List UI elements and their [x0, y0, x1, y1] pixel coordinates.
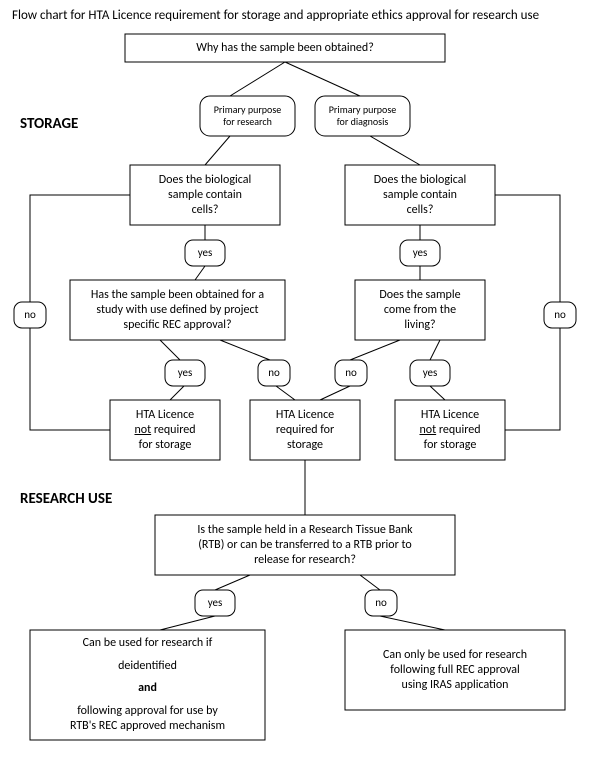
node-q_rtb: Is the sample held in a Research Tissue … [155, 515, 455, 575]
node-out_r: HTA Licencenot requiredfor storage [395, 400, 505, 460]
node-q_why: Why has the sample been obtained? [125, 34, 445, 62]
node-no_left: no [14, 302, 46, 328]
node-p_diagnosis: Primary purposefor diagnosis [315, 96, 410, 136]
node-no_right: no [544, 302, 576, 328]
node-r_cells: Does the biologicalsample containcells? [345, 165, 495, 225]
node-no_mid_l: no [258, 360, 290, 386]
node-r_yes1: yes [400, 240, 440, 266]
node-out_l: HTA Licencenot requiredfor storage [110, 400, 220, 460]
node-ru_yes: yes [195, 590, 235, 616]
node-ru_right: Can only be used for researchfollowing f… [345, 630, 565, 710]
node-ru_left: Can be used for research ifdeidentifieda… [30, 630, 265, 740]
section-label-storage: STORAGE [20, 115, 78, 134]
flowchart-title: Flow chart for HTA Licence requirement f… [12, 8, 572, 24]
node-r_yes2: yes [410, 360, 450, 386]
node-r_living: Does the samplecome from theliving? [355, 280, 485, 340]
node-l_rec: Has the sample been obtained for astudy … [70, 280, 285, 340]
node-out_mid: HTA Licencerequired forstorage [250, 400, 360, 460]
section-label-researchUse: RESEARCH USE [20, 490, 112, 509]
flowchart-stage: Flow chart for HTA Licence requirement f… [0, 0, 591, 766]
node-l_yes1: yes [185, 240, 225, 266]
node-l_cells: Does the biologicalsample containcells? [130, 165, 280, 225]
node-ru_no: no [365, 590, 397, 616]
node-p_research: Primary purposefor research [200, 96, 295, 136]
node-no_mid_r: no [335, 360, 367, 386]
node-l_yes2: yes [165, 360, 205, 386]
